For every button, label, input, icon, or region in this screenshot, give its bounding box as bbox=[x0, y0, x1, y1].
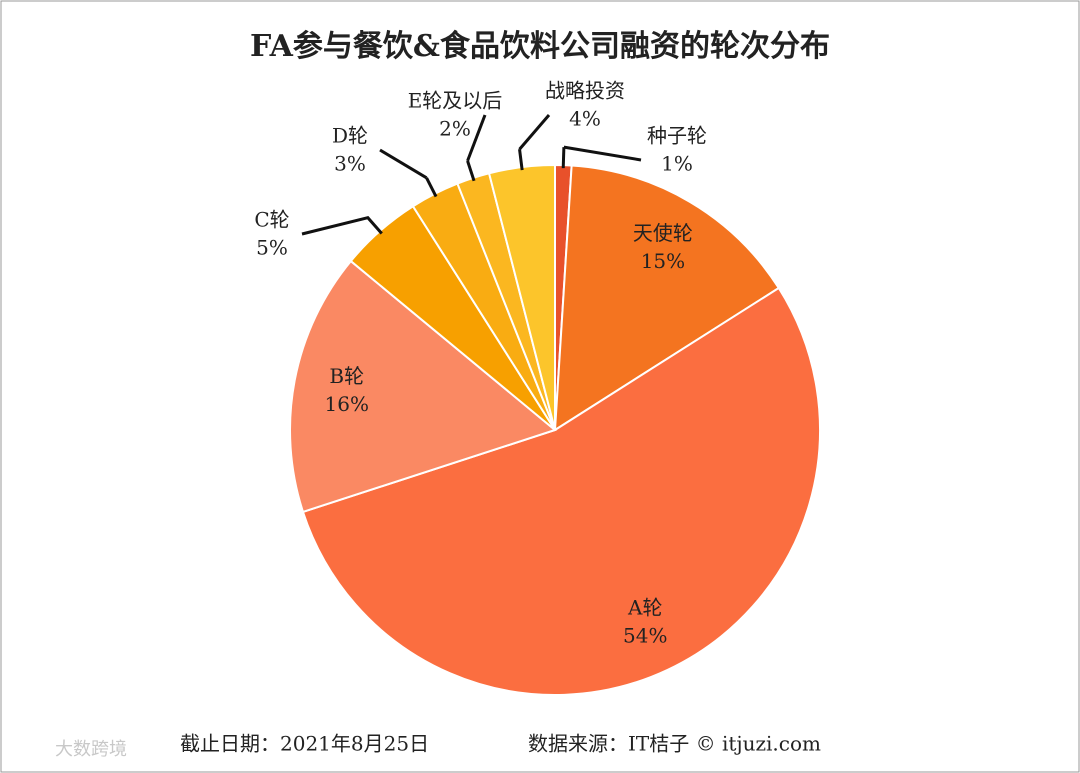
leader-line bbox=[466, 114, 487, 162]
leader-line bbox=[301, 216, 383, 236]
pie-slice bbox=[289, 259, 558, 514]
leader-line bbox=[563, 145, 642, 162]
slice-label: C轮 bbox=[254, 208, 289, 232]
leader-line bbox=[518, 114, 551, 151]
slice-value-label: 16% bbox=[325, 392, 369, 416]
slice-label: D轮 bbox=[332, 124, 368, 148]
slice-value-label: 5% bbox=[256, 236, 288, 260]
slice-label: B轮 bbox=[329, 364, 364, 388]
source: 数据来源：IT桔子 © itjuzi.com bbox=[528, 732, 821, 756]
slice-value-label: 1% bbox=[661, 152, 693, 176]
slice-label: 战略投资 bbox=[545, 79, 625, 103]
slice-label: 种子轮 bbox=[647, 124, 707, 148]
slice-value-label: 15% bbox=[641, 249, 685, 273]
slice-label: 天使轮 bbox=[633, 221, 693, 245]
slice-value-label: 3% bbox=[334, 152, 366, 176]
footnote: 截止日期：2021年8月25日 bbox=[180, 732, 429, 756]
watermark: 大数跨境 bbox=[55, 739, 127, 760]
slice-label: E轮及以后 bbox=[408, 89, 503, 113]
leader-line bbox=[561, 147, 566, 169]
slice-value-label: 2% bbox=[439, 117, 471, 141]
leader-line bbox=[518, 149, 524, 171]
leader-line bbox=[379, 148, 428, 180]
leader-line bbox=[466, 160, 476, 182]
chart-title: FA参与餐饮&食品饮料公司融资的轮次分布 bbox=[250, 29, 830, 64]
slice-value-label: 4% bbox=[569, 107, 601, 131]
pie-slice bbox=[553, 164, 781, 432]
leader-line bbox=[425, 177, 438, 198]
pie-slice bbox=[301, 286, 821, 696]
slice-label: A轮 bbox=[627, 595, 662, 619]
slice-value-label: 54% bbox=[623, 623, 667, 647]
